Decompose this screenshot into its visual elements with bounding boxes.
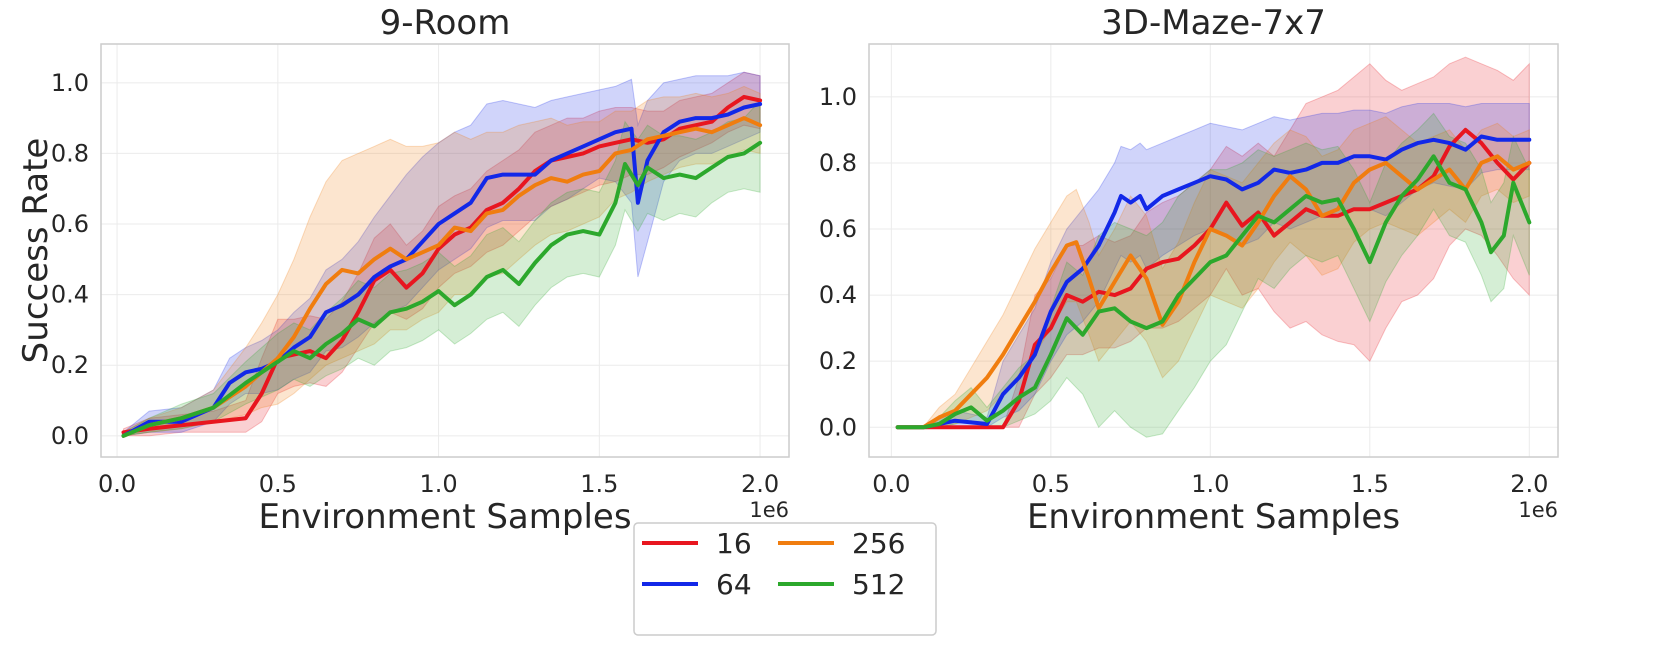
x-offset-label: 1e6 [749,498,789,522]
series-line-256 [895,154,1532,430]
legend: 16 256 64 512 [633,522,937,636]
plot-area [121,71,763,438]
x-tick-label: 0.5 [259,470,297,498]
y-tick-label: 1.0 [51,69,89,97]
confidence-band-64 [123,71,761,437]
y-tick-label: 0.4 [819,281,857,309]
y-axis-label: Success Rate [16,138,56,364]
y-tick-label: 0.8 [51,139,89,167]
plot-frame [100,43,790,458]
y-tick-label: 0.0 [819,413,857,441]
y-tick-label: 0.2 [819,347,857,375]
x-axis-label: Environment Samples [1027,497,1400,537]
x-tick-label: 0.0 [872,470,910,498]
y-tick-label: 0.0 [51,422,89,450]
x-tick-label: 1.0 [419,470,457,498]
chart-panel-2: 0.0 0.5 1.0 1.5 2.0 0.0 0.2 0.4 0.6 0.8 1.0 1e6 3D-M… [819,3,1559,537]
plot-frame [868,43,1559,458]
x-tick-label: 0.0 [98,470,136,498]
legend-label-512: 512 [852,568,905,601]
legend-label-16: 16 [716,527,752,560]
chart-panel-1: 0.0 0.5 1.0 1.5 2.0 0.0 0.2 0.4 0.6 0.8 1.0 1e6 9-Ro… [16,3,790,537]
x-tick-label: 2.0 [741,470,779,498]
x-tick-label: 1.5 [1351,470,1389,498]
confidence-band-16 [897,56,1530,428]
confidence-band-16 [123,71,761,437]
x-offset-label: 1e6 [1518,498,1558,522]
y-tick-label: 0.6 [51,210,89,238]
y-tick-label: 0.2 [51,351,89,379]
plot-area [895,56,1532,438]
chart-title: 3D-Maze-7x7 [1101,3,1326,43]
y-tick-label: 0.4 [51,281,89,309]
x-tick-label: 0.5 [1032,470,1070,498]
y-tick-label: 0.6 [819,215,857,243]
confidence-band-256 [123,85,761,437]
chart-title: 9-Room [380,3,511,43]
x-tick-label: 2.0 [1510,470,1548,498]
x-tick-label: 1.5 [580,470,618,498]
legend-label-64: 64 [716,568,752,601]
series-line-512 [895,154,1532,430]
legend-frame [633,522,937,636]
series-line-512 [121,140,763,438]
series-line-64 [895,134,1532,430]
series-line-256 [121,116,763,438]
legend-label-256: 256 [852,527,905,560]
y-tick-label: 1.0 [819,83,857,111]
x-axis-label: Environment Samples [258,497,631,537]
x-tick-label: 1.0 [1191,470,1229,498]
y-tick-label: 0.8 [819,149,857,177]
